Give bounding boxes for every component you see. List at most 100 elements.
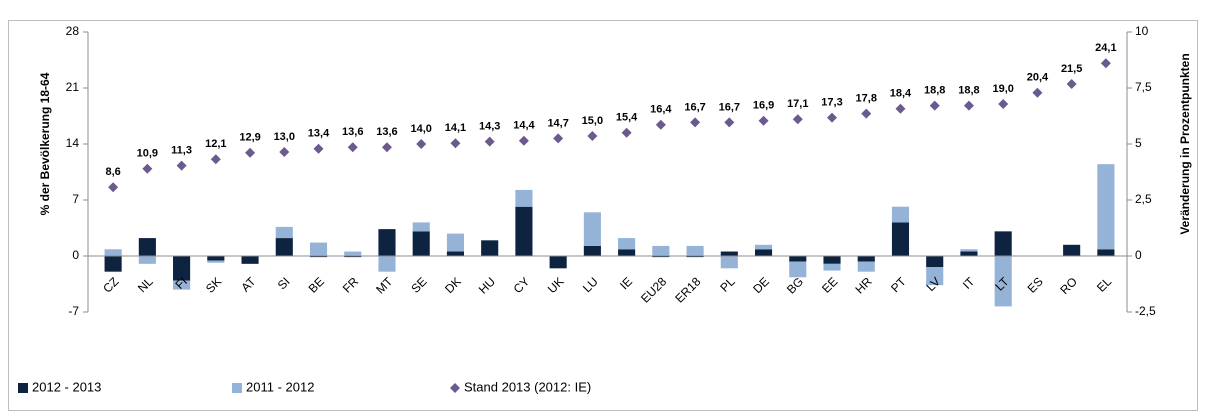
marker xyxy=(553,133,564,144)
bar xyxy=(583,212,601,246)
marker xyxy=(142,163,153,174)
marker xyxy=(1032,87,1043,98)
marker xyxy=(724,117,735,128)
legend-label: Stand 2013 (2012: IE) xyxy=(464,379,591,394)
bar xyxy=(515,206,533,256)
y-tick-label: 7 xyxy=(72,192,79,206)
legend-swatch xyxy=(18,383,28,393)
data-label: 15,4 xyxy=(616,112,638,124)
data-label: 21,5 xyxy=(1061,63,1082,75)
bar xyxy=(823,256,841,264)
bar xyxy=(344,251,362,256)
marker xyxy=(245,147,256,158)
marker xyxy=(450,138,461,149)
y-tick-label: 21 xyxy=(66,80,80,94)
data-label: 12,9 xyxy=(239,132,260,144)
data-label: 16,7 xyxy=(684,101,705,113)
y2-tick-label: 2,5 xyxy=(1135,192,1152,206)
y2-tick-label: 10 xyxy=(1135,24,1149,38)
bar xyxy=(138,256,156,264)
y-tick-label: 28 xyxy=(66,24,80,38)
data-label: 8,6 xyxy=(105,166,120,178)
bar xyxy=(926,267,944,286)
marker xyxy=(792,114,803,125)
data-label: 18,8 xyxy=(958,85,979,97)
legend-swatch xyxy=(450,383,460,393)
data-label: 14,0 xyxy=(411,123,432,135)
data-label: 12,1 xyxy=(205,138,226,150)
bar xyxy=(1097,249,1115,256)
y-axis-title: % der Bevölkerung 18-64 xyxy=(38,72,52,215)
bar xyxy=(412,231,430,256)
marker xyxy=(176,160,187,171)
bar xyxy=(789,256,807,262)
bar xyxy=(309,256,328,258)
data-label: 17,3 xyxy=(821,97,842,109)
data-label: 18,4 xyxy=(890,88,912,100)
bar xyxy=(104,249,122,256)
bar xyxy=(241,256,259,264)
bar xyxy=(720,251,738,256)
bar xyxy=(104,256,122,272)
marker xyxy=(416,139,427,149)
marker xyxy=(313,143,324,154)
marker xyxy=(758,115,769,126)
bar xyxy=(789,261,807,278)
legend-label: 2012 - 2013 xyxy=(32,379,101,394)
data-label: 16,9 xyxy=(753,100,774,112)
data-label: 17,1 xyxy=(787,98,808,110)
bar xyxy=(344,256,362,258)
data-label: 18,8 xyxy=(924,85,945,97)
marker xyxy=(210,154,221,165)
bar xyxy=(994,231,1012,256)
bar xyxy=(207,256,225,261)
y-tick-label: -7 xyxy=(68,304,79,318)
bar xyxy=(173,256,191,281)
y-tick-label: 14 xyxy=(66,136,80,150)
data-label: 14,4 xyxy=(513,120,535,132)
bar xyxy=(583,245,601,256)
bar xyxy=(275,226,293,239)
data-label: 19,0 xyxy=(992,83,1013,95)
data-label: 17,8 xyxy=(856,93,877,105)
y2-tick-label: 5 xyxy=(1135,136,1142,150)
marker xyxy=(690,117,701,128)
data-label: 14,7 xyxy=(547,117,568,129)
bar xyxy=(891,206,910,223)
data-label: 13,4 xyxy=(308,128,330,140)
bar xyxy=(207,260,225,263)
marker xyxy=(621,127,632,138)
data-label: 20,4 xyxy=(1027,72,1049,84)
y2-tick-label: 7,5 xyxy=(1135,80,1152,94)
y2-tick-label: 0 xyxy=(1135,248,1142,262)
marker xyxy=(518,135,529,146)
marker xyxy=(587,131,598,141)
bar xyxy=(720,256,738,269)
marker xyxy=(279,147,290,157)
bar xyxy=(891,222,910,256)
bar xyxy=(446,233,465,252)
y2-tick-label: -2,5 xyxy=(1135,304,1156,318)
marker xyxy=(347,142,358,153)
bar xyxy=(378,229,396,256)
data-label: 10,9 xyxy=(137,148,158,160)
bar xyxy=(686,245,704,256)
marker xyxy=(484,136,495,147)
bar xyxy=(446,251,465,256)
data-label: 13,6 xyxy=(376,126,397,138)
marker xyxy=(929,100,940,111)
legend-swatch xyxy=(232,383,242,393)
marker xyxy=(655,119,666,130)
bar xyxy=(960,249,978,252)
bar xyxy=(960,251,978,256)
data-label: 15,0 xyxy=(582,115,603,127)
y-tick-label: 0 xyxy=(72,248,79,262)
data-label: 13,0 xyxy=(274,131,295,143)
data-label: 14,1 xyxy=(445,122,466,134)
data-label: 16,7 xyxy=(719,101,740,113)
bar xyxy=(309,242,328,256)
marker xyxy=(1066,79,1077,89)
marker xyxy=(827,112,838,123)
data-label: 11,3 xyxy=(171,145,192,157)
